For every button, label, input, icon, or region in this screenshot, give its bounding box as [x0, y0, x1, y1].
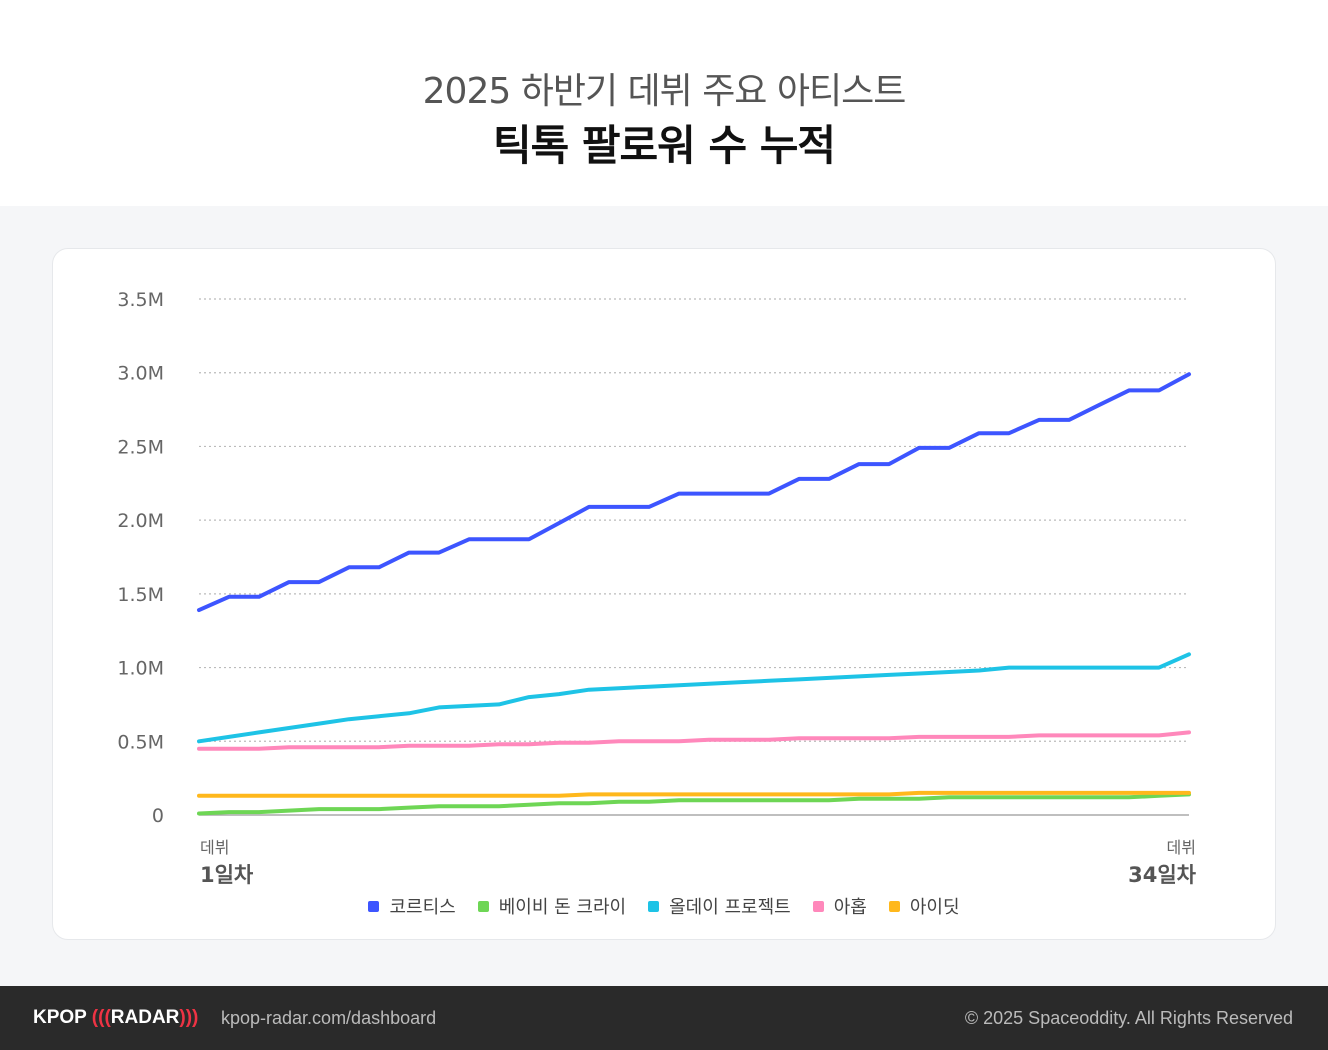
chart-title: 틱톡 팔로워 수 누적	[493, 121, 836, 170]
x-start-label-top: 데뷔	[200, 838, 229, 857]
legend-swatch	[368, 900, 380, 912]
series-line	[197, 792, 1191, 816]
y-tick-label: 1.5M	[117, 584, 164, 606]
logo-waves-left: (((	[91, 1007, 111, 1028]
series-line	[197, 372, 1191, 613]
logo-text-radar: RADAR	[110, 1007, 180, 1028]
series-line	[197, 652, 1191, 744]
legend-swatch	[812, 900, 824, 912]
legend-item[interactable]: 코르티스	[368, 893, 456, 919]
x-end-label: 34일차	[1128, 863, 1197, 887]
legend-item[interactable]: 아홉	[812, 893, 867, 919]
y-tick-label: 2.5M	[117, 436, 164, 458]
series-line	[197, 790, 1191, 798]
legend-label: 올데이 프로젝트	[669, 897, 791, 918]
legend-item[interactable]: 올데이 프로젝트	[648, 893, 791, 919]
series-line	[197, 730, 1191, 751]
y-tick-label: 2.0M	[117, 510, 164, 532]
kpop-radar-logo: KPOP (((RADAR)))	[33, 1007, 198, 1029]
y-tick-label: 1.0M	[117, 658, 164, 680]
legend-swatch	[477, 900, 489, 912]
x-end-label-top: 데뷔	[1167, 838, 1196, 857]
y-tick-label: 3.5M	[117, 289, 164, 311]
x-start-label: 1일차	[200, 863, 254, 887]
y-tick-label: 0.5M	[117, 731, 164, 753]
legend-swatch	[888, 900, 900, 912]
legend-label: 아이딧	[909, 897, 960, 918]
legend-item[interactable]: 아이딧	[888, 893, 960, 919]
legend-label: 아홉	[833, 897, 867, 918]
legend-label: 베이비 돈 크라이	[498, 897, 627, 918]
logo-text-kpop: KPOP	[33, 1007, 87, 1028]
logo-waves-right: )))	[179, 1007, 199, 1028]
y-tick-label: 0	[152, 805, 164, 827]
legend-label: 코르티스	[389, 897, 456, 918]
dashboard-link[interactable]: kpop-radar.com/dashboard	[221, 1008, 437, 1028]
legend-swatch	[648, 900, 660, 912]
chart-legend: 코르티스 베이비 돈 크라이 올데이 프로젝트 아홉 아이딧	[0, 893, 1328, 919]
chart-subtitle: 2025 하반기 데뷔 주요 아티스트	[422, 71, 907, 112]
footer: KPOP (((RADAR))) kpop-radar.com/dashboar…	[0, 986, 1328, 1050]
y-tick-label: 3.0M	[117, 363, 164, 385]
header: 2025 하반기 데뷔 주요 아티스트 틱톡 팔로워 수 누적	[0, 0, 1328, 206]
copyright: © 2025 Spaceoddity. All Rights Reserved	[964, 1008, 1293, 1028]
legend-item[interactable]: 베이비 돈 크라이	[477, 893, 627, 919]
